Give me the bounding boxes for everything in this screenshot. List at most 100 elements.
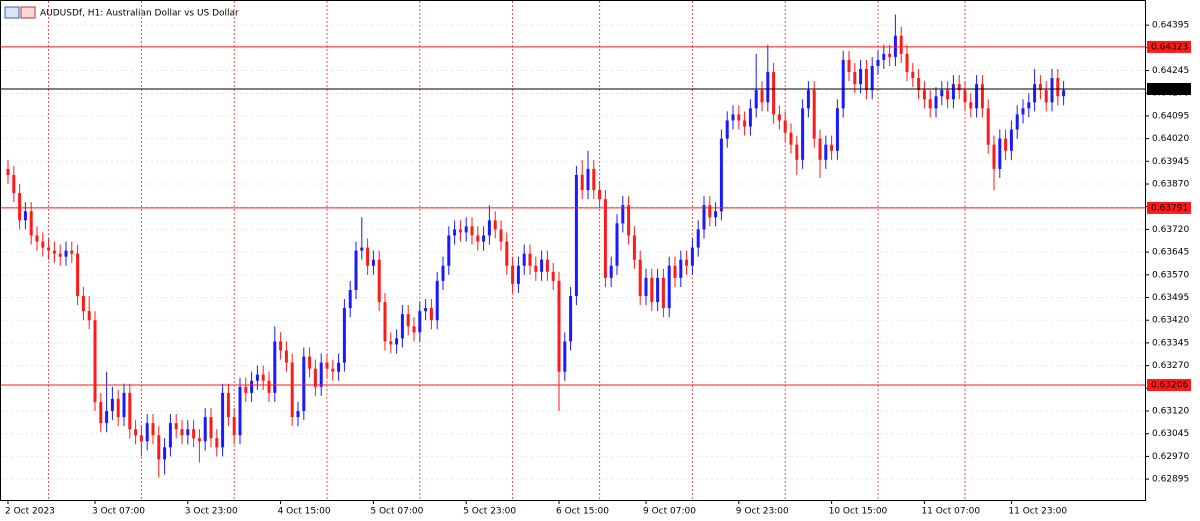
- candle-body: [41, 241, 45, 248]
- x-tick-label: 9 Oct 23:00: [736, 507, 789, 517]
- candle-body: [313, 368, 317, 387]
- candle-body: [806, 90, 810, 109]
- candle-body: [719, 138, 723, 212]
- candle-body: [180, 429, 184, 436]
- candle-body: [400, 314, 404, 339]
- candle-body: [1004, 138, 1008, 151]
- price-level-tag: [1147, 201, 1191, 214]
- candle-body: [226, 392, 230, 418]
- candle-body: [551, 271, 555, 281]
- candle-body: [975, 84, 979, 109]
- candle-body: [969, 102, 973, 109]
- candle-body: [574, 174, 578, 297]
- candle-body: [47, 247, 51, 251]
- x-tick-label: 9 Oct 07:00: [643, 507, 696, 517]
- candle-body: [627, 205, 631, 236]
- candle-body: [777, 114, 781, 121]
- candle-body: [12, 174, 16, 194]
- candle-body: [917, 78, 921, 91]
- candle-body: [638, 259, 642, 297]
- candle-body: [470, 226, 474, 236]
- candle-body: [487, 220, 491, 236]
- candle-body: [238, 386, 242, 436]
- candle-body: [377, 259, 381, 303]
- candle-body: [656, 277, 660, 303]
- y-tick-label: 0.64020: [1152, 134, 1189, 144]
- candle-body: [580, 174, 584, 191]
- candle-body: [980, 84, 984, 109]
- candle-body: [81, 296, 85, 312]
- chart-title: AUDUSDf, H1: Australian Dollar vs US Dol…: [40, 9, 239, 19]
- candle-body: [128, 392, 132, 430]
- candle-body: [1009, 129, 1013, 151]
- y-tick-label: 0.63120: [1152, 407, 1189, 417]
- candle-body: [221, 392, 225, 448]
- candle-body: [696, 229, 700, 248]
- candle-body: [244, 386, 248, 393]
- candle-body: [783, 120, 787, 133]
- candle-body: [1038, 84, 1042, 91]
- x-tick-label: 5 Oct 07:00: [370, 507, 423, 517]
- candle-body: [569, 296, 573, 342]
- candle-body: [621, 205, 625, 224]
- candle-body: [731, 114, 735, 121]
- candle-body: [302, 356, 306, 412]
- y-tick-label: 0.63045: [1152, 429, 1189, 439]
- candle-body: [650, 277, 654, 303]
- candle-body: [522, 253, 526, 266]
- price-level-tag: [1147, 40, 1191, 53]
- candle-body: [516, 265, 520, 284]
- x-tick-label: 6 Oct 15:00: [556, 507, 609, 517]
- y-tick-label: 0.62895: [1152, 475, 1189, 485]
- candle-body: [174, 423, 178, 430]
- candle-body: [412, 326, 416, 333]
- y-tick-label: 0.64395: [1152, 21, 1189, 31]
- x-tick-label: 5 Oct 23:00: [463, 507, 516, 517]
- candle-body: [528, 253, 532, 266]
- candle-body: [29, 211, 33, 236]
- candle-body: [319, 362, 323, 387]
- candle-body: [64, 250, 68, 257]
- price-level-label: 0.64323: [1151, 42, 1188, 52]
- candle-body: [603, 199, 607, 278]
- candle-body: [139, 435, 143, 442]
- candle-body: [812, 90, 816, 139]
- candle-body: [99, 401, 103, 424]
- candle-body: [667, 265, 671, 309]
- candle-body: [284, 350, 288, 363]
- candle-body: [296, 411, 300, 418]
- y-tick-label: 0.64245: [1152, 66, 1189, 76]
- candle-body: [261, 374, 265, 381]
- y-tick-label: 0.63945: [1152, 157, 1189, 167]
- candle-body: [267, 380, 271, 393]
- candle-body: [308, 356, 312, 369]
- candle-body: [922, 90, 926, 100]
- candle-body: [1015, 114, 1019, 130]
- candle-body: [864, 69, 868, 91]
- candle-body: [70, 250, 74, 254]
- candle-body: [337, 362, 341, 372]
- candle-body: [406, 314, 410, 327]
- price-level-tag: [1147, 378, 1191, 391]
- y-tick-label: 0.64095: [1152, 111, 1189, 121]
- candle-body: [192, 429, 196, 439]
- candle-body: [986, 108, 990, 145]
- x-tick-label: 10 Oct 15:00: [829, 507, 888, 517]
- candle-body: [464, 226, 468, 233]
- candle-body: [58, 253, 62, 257]
- y-tick-label: 0.63420: [1152, 316, 1189, 326]
- candle-body: [801, 108, 805, 160]
- y-tick-label: 0.63495: [1152, 293, 1189, 303]
- candle-body: [105, 411, 109, 424]
- candle-body: [511, 265, 515, 284]
- candle-body: [354, 250, 358, 290]
- candle-body: [145, 423, 149, 442]
- candle-body: [690, 247, 694, 266]
- candle-body: [725, 120, 729, 139]
- candle-body: [366, 247, 370, 266]
- candle-body: [702, 205, 706, 230]
- candle-body: [870, 65, 874, 91]
- candle-body: [395, 338, 399, 345]
- candle-body: [934, 96, 938, 109]
